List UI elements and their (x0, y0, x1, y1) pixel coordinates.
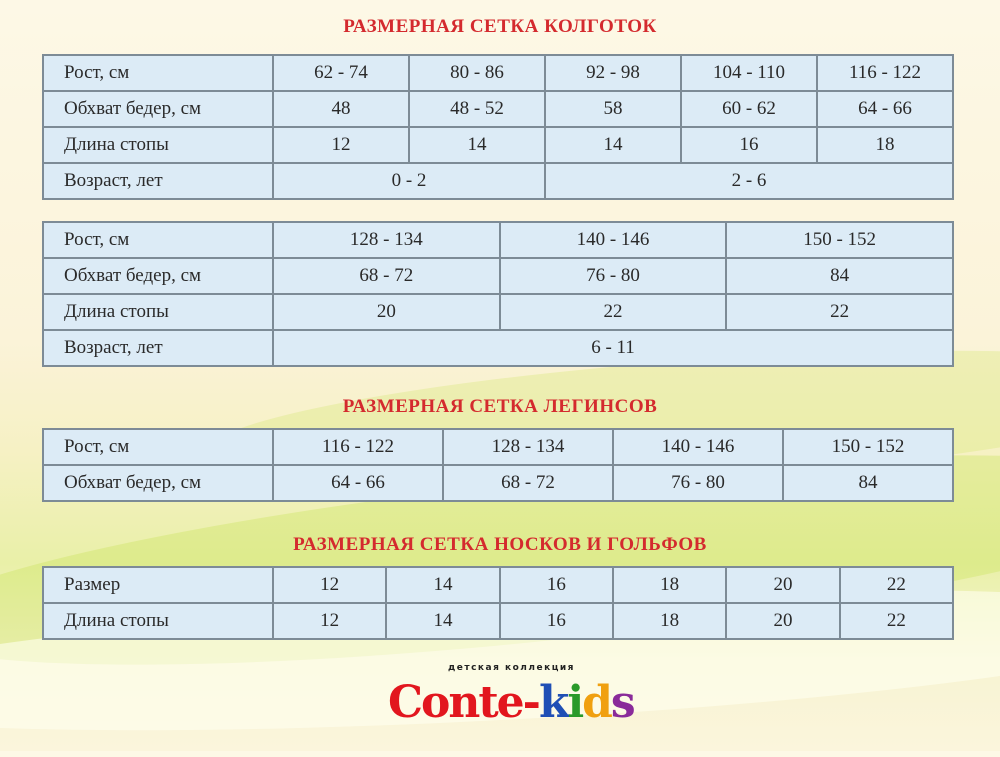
table-cell: 140 - 146 (612, 428, 784, 466)
table-cell: 14 (544, 126, 682, 164)
leggings-title: РАЗМЕРНАЯ СЕТКА ЛЕГИНСОВ (342, 396, 658, 417)
table-cell: 84 (725, 257, 954, 295)
table-cell: 22 (838, 602, 955, 640)
table-cell: 116 - 122 (816, 54, 954, 92)
table-cell: 16 (680, 126, 818, 164)
table-cell: 64 - 66 (272, 464, 444, 502)
table-cell: 22 (838, 566, 955, 604)
table-cell: 48 (272, 90, 410, 128)
table-row: Рост, см 62 - 74 80 - 86 92 - 98 104 - 110 11… (42, 54, 954, 92)
socks-title: РАЗМЕРНАЯ СЕТКА НОСКОВ И ГОЛЬФОВ (293, 534, 707, 555)
table-cell: 68 - 72 (272, 257, 501, 295)
table-cell: 104 - 110 (680, 54, 818, 92)
row-label: Размер (42, 566, 274, 604)
table-row: Обхват бедер, см 68 - 72 76 - 80 84 (42, 257, 954, 295)
table-cell: 60 - 62 (680, 90, 818, 128)
table-cell: 22 (498, 293, 728, 331)
row-label: Длина стопы (42, 293, 274, 331)
table-cell: 14 (385, 602, 501, 640)
table-cell: 0 - 2 (272, 162, 546, 200)
row-label: Обхват бедер, см (42, 257, 274, 295)
row-label: Рост, см (42, 428, 274, 466)
logo-brand: Conte-kids (388, 677, 636, 728)
table-row: Рост, см 116 - 122 128 - 134 140 - 146 150 -… (42, 428, 954, 466)
table-cell: 20 (272, 293, 501, 331)
table-cell: 14 (408, 126, 546, 164)
table-cell: 16 (498, 566, 614, 604)
table-cell: 116 - 122 (272, 428, 444, 466)
table-cell: 48 - 52 (408, 90, 546, 128)
row-label: Рост, см (42, 54, 274, 92)
logo-subtitle: детская коллекция (448, 663, 575, 673)
table-cell: 76 - 80 (612, 464, 784, 502)
leggings-table: Рост, см 116 - 122 128 - 134 140 - 146 150 -… (42, 428, 954, 502)
table-cell: 12 (271, 566, 388, 604)
table-cell: 150 - 152 (725, 221, 954, 259)
row-label: Длина стопы (42, 602, 274, 640)
table-cell: 12 (272, 126, 410, 164)
table-cell: 80 - 86 (408, 54, 546, 92)
table-row: Длина стопы 12 14 16 18 20 22 (42, 602, 955, 640)
table-cell: 76 - 80 (498, 257, 728, 295)
table-cell: 2 - 6 (544, 162, 954, 200)
table-cell: 140 - 146 (498, 221, 728, 259)
table-row: Размер 12 14 16 18 20 22 (42, 566, 955, 604)
table-cell: 62 - 74 (272, 54, 410, 92)
table-row: Рост, см 128 - 134 140 - 146 150 - 152 (42, 221, 954, 259)
table-row: Обхват бедер, см 64 - 66 68 - 72 76 - 80 84 (42, 464, 954, 502)
row-label: Обхват бедер, см (42, 464, 274, 502)
table-cell: 150 - 152 (782, 428, 954, 466)
table-cell: 128 - 134 (272, 221, 501, 259)
table-cell: 16 (498, 602, 614, 640)
table-cell: 128 - 134 (442, 428, 614, 466)
table-cell: 20 (725, 566, 841, 604)
table-cell: 84 (782, 464, 954, 502)
table-cell: 68 - 72 (442, 464, 614, 502)
table-row: Обхват бедер, см 48 48 - 52 58 60 - 62 64 - 6… (42, 90, 954, 128)
tights-table-1: Рост, см 62 - 74 80 - 86 92 - 98 104 - 110 11… (42, 54, 954, 200)
table-row: Длина стопы 12 14 14 16 18 (42, 126, 954, 164)
tights-title: РАЗМЕРНАЯ СЕТКА КОЛГОТОК (343, 16, 657, 37)
table-cell: 18 (611, 602, 728, 640)
table-cell: 18 (611, 566, 728, 604)
socks-table: Размер 12 14 16 18 20 22 Длина стопы 12 14 16 18 20 2… (42, 566, 955, 640)
row-label: Возраст, лет (42, 329, 274, 367)
table-row: Возраст, лет 6 - 11 (42, 329, 954, 367)
table-cell: 58 (544, 90, 682, 128)
table-row: Длина стопы 20 22 22 (42, 293, 954, 331)
table-cell: 20 (725, 602, 841, 640)
table-cell: 18 (816, 126, 954, 164)
row-label: Длина стопы (42, 126, 274, 164)
table-cell: 22 (725, 293, 954, 331)
table-cell: 64 - 66 (816, 90, 954, 128)
table-cell: 92 - 98 (544, 54, 682, 92)
tights-table-2: Рост, см 128 - 134 140 - 146 150 - 152 Обхва… (42, 221, 954, 367)
conte-kids-logo: детская коллекция Conte-kids (388, 662, 636, 742)
table-cell: 14 (385, 566, 501, 604)
table-cell: 12 (271, 602, 388, 640)
row-label: Рост, см (42, 221, 274, 259)
table-cell: 6 - 11 (272, 329, 954, 367)
row-label: Обхват бедер, см (42, 90, 274, 128)
row-label: Возраст, лет (42, 162, 274, 200)
